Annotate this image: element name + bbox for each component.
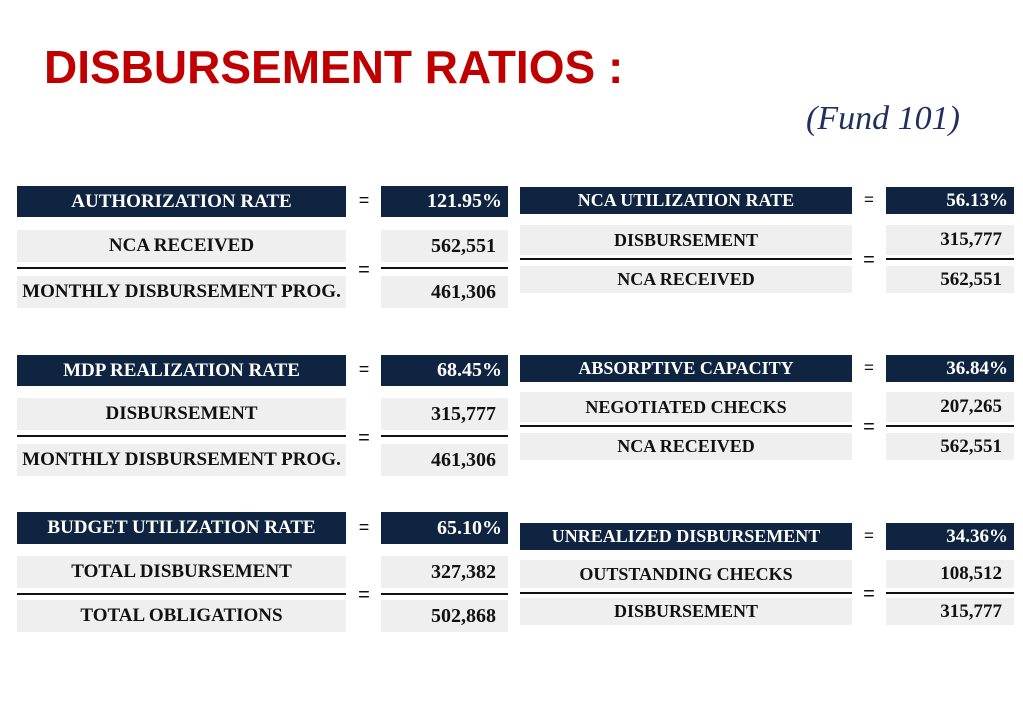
ratio-value: 56.13% [886,187,1014,214]
ratio-name: BUDGET UTILIZATION RATE [17,512,346,544]
equals-sign: = [358,190,370,210]
equals-sign: = [863,249,875,271]
denominator-label: TOTAL OBLIGATIONS [17,600,346,632]
ratio-value: 36.84% [886,355,1014,382]
denominator-label: MONTHLY DISBURSEMENT PROG. [17,444,346,476]
equals-sign: = [358,359,370,379]
numerator-label: NCA RECEIVED [17,230,346,262]
numerator-value: 108,512 [886,560,1014,588]
equals-sign: = [358,259,370,281]
fraction-line [886,425,1014,427]
numerator-label: DISBURSEMENT [17,398,346,430]
numerator-value: 207,265 [886,392,1014,422]
numerator-label: TOTAL DISBURSEMENT [17,556,346,588]
numerator-label: NEGOTIATED CHECKS [520,392,852,422]
numerator-value: 315,777 [381,398,508,430]
equals-sign: = [863,583,875,605]
numerator-label: OUTSTANDING CHECKS [520,560,852,588]
fraction-line [17,593,346,595]
fraction-line [381,435,508,437]
ratio-name: UNREALIZED DISBURSEMENT [520,523,852,550]
fund-subtitle: (Fund 101) [806,100,960,137]
numerator-label: DISBURSEMENT [520,225,852,255]
fraction-line [17,267,346,269]
denominator-value: 315,777 [886,598,1014,625]
page-title: DISBURSEMENT RATIOS : [44,41,624,93]
denominator-value: 502,868 [381,600,508,632]
numerator-value: 562,551 [381,230,508,262]
numerator-value: 327,382 [381,556,508,588]
equals-sign: = [358,517,370,537]
equals-sign: = [864,358,874,377]
denominator-label: DISBURSEMENT [520,598,852,625]
ratio-name: MDP REALIZATION RATE [17,355,346,386]
ratio-name: ABSORPTIVE CAPACITY [520,355,852,382]
fraction-line [381,267,508,269]
equals-sign: = [358,584,370,606]
fraction-line [520,425,852,427]
denominator-label: MONTHLY DISBURSEMENT PROG. [17,276,346,308]
equals-sign: = [864,526,874,545]
fraction-line [17,435,346,437]
fraction-line [886,592,1014,594]
denominator-label: NCA RECEIVED [520,266,852,293]
ratio-name: NCA UTILIZATION RATE [520,187,852,214]
denominator-label: NCA RECEIVED [520,433,852,460]
fraction-line [520,258,852,260]
fraction-line [886,258,1014,260]
ratio-value: 68.45% [381,355,508,386]
equals-sign: = [863,416,875,438]
equals-sign: = [864,190,874,209]
denominator-value: 461,306 [381,444,508,476]
ratio-value: 65.10% [381,512,508,544]
fraction-line [381,593,508,595]
equals-sign: = [358,427,370,449]
ratio-value: 34.36% [886,523,1014,550]
ratio-value: 121.95% [381,186,508,217]
denominator-value: 562,551 [886,266,1014,293]
denominator-value: 562,551 [886,433,1014,460]
denominator-value: 461,306 [381,276,508,308]
ratio-name: AUTHORIZATION RATE [17,186,346,217]
fraction-line [520,592,852,594]
numerator-value: 315,777 [886,225,1014,255]
